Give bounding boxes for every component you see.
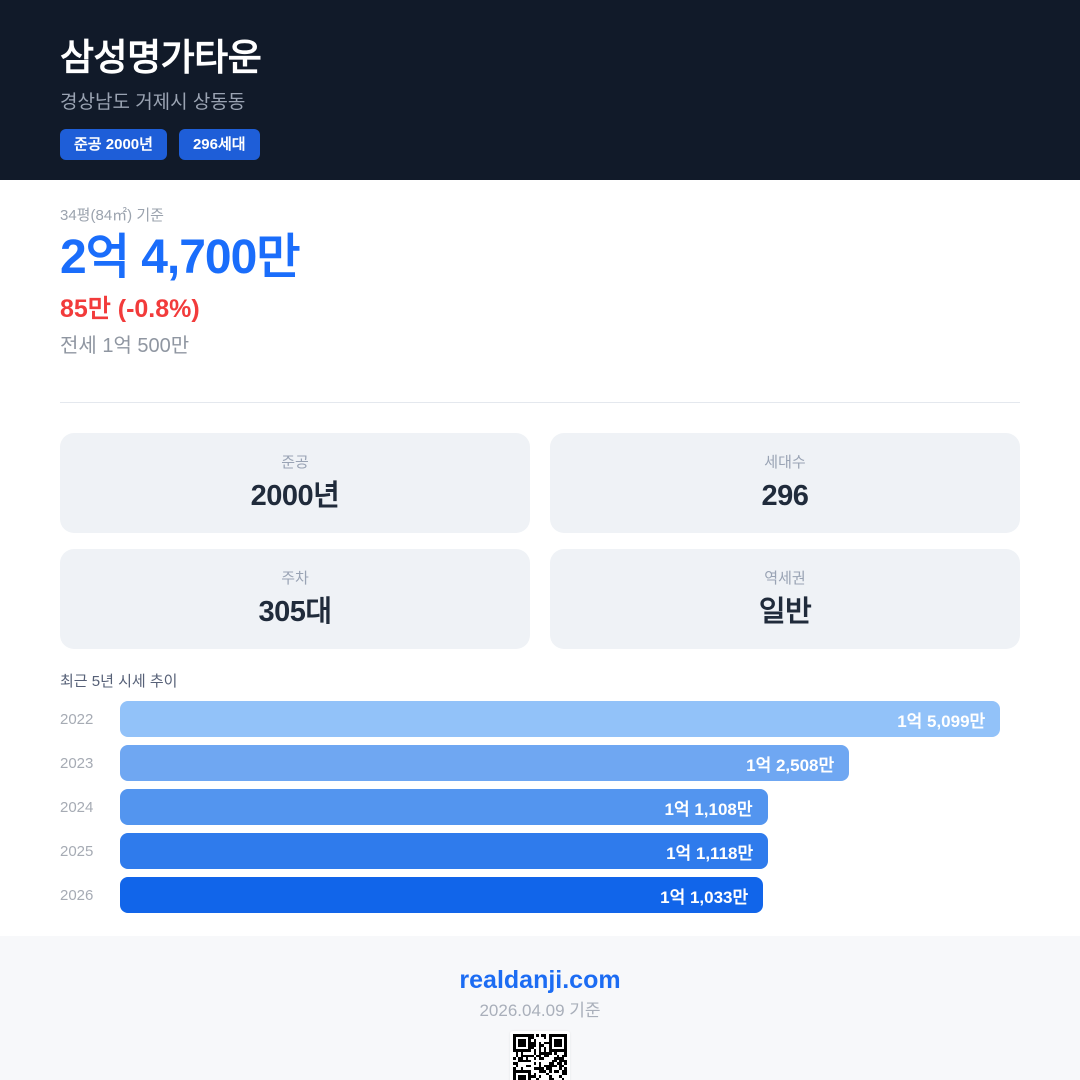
apartment-title: 삼성명가타운 bbox=[60, 37, 262, 78]
chart-row-2022: 2022 1억 5,099만 bbox=[60, 701, 1020, 737]
qr-code bbox=[510, 1031, 570, 1080]
header: 삼성명가타운 경상남도 거제시 상동동 준공 2000년 296세대 bbox=[0, 0, 1080, 180]
divider bbox=[60, 402, 1020, 403]
price-bar: 1억 1,118만 bbox=[120, 833, 769, 869]
jeonse-price: 전세 1억 500만 bbox=[60, 335, 190, 357]
chart-row-2024: 2024 1억 1,108만 bbox=[60, 789, 1020, 825]
stats-grid: 준공 2000년 세대수 296 주차 305대 역세권 일반 bbox=[60, 433, 1020, 649]
price-trend-chart: 최근 5년 시세 추이 2022 1억 5,099만 2023 1억 2,508… bbox=[60, 672, 1020, 913]
price-basis-label: 34평(84㎡) 기준 bbox=[60, 207, 164, 224]
site-link[interactable]: realdanji.com bbox=[459, 966, 621, 994]
chart-rows: 2022 1억 5,099만 2023 1억 2,508만 2024 bbox=[60, 701, 1020, 913]
chart-row-2025: 2025 1억 1,118만 bbox=[60, 833, 1020, 869]
bar-year-label: 2024 bbox=[60, 798, 94, 816]
price-bar: 1억 2,508만 bbox=[120, 745, 850, 781]
chart-row-2026: 2026 1억 1,033만 bbox=[60, 877, 1020, 913]
apartment-address: 경상남도 거제시 상동동 bbox=[60, 92, 246, 113]
bar-track: 1억 2,508만 bbox=[120, 745, 1020, 781]
qr-grid bbox=[513, 1034, 567, 1080]
reference-date: 2026.04.09 기준 bbox=[479, 1001, 601, 1020]
badge-row: 준공 2000년 296세대 bbox=[60, 129, 1020, 160]
price-bar: 1억 1,033만 bbox=[120, 877, 764, 913]
stat-value: 305대 bbox=[258, 596, 332, 628]
stat-value: 2000년 bbox=[250, 480, 340, 512]
bar-year-label: 2023 bbox=[60, 754, 94, 772]
bar-value-label: 1억 5,099만 bbox=[897, 711, 986, 731]
stat-label: 준공 bbox=[281, 454, 309, 471]
bar-value-label: 1억 1,108만 bbox=[664, 799, 753, 819]
bar-value-label: 1억 1,118만 bbox=[666, 843, 754, 863]
bar-value-label: 1억 1,033만 bbox=[660, 887, 749, 907]
main-content: 34평(84㎡) 기준 2억 4,700만 85만 (-0.8%) 전세 1억 … bbox=[0, 206, 1080, 936]
stat-value: 296 bbox=[761, 480, 809, 512]
bar-year-label: 2025 bbox=[60, 842, 94, 860]
bar-track: 1억 1,108만 bbox=[120, 789, 1020, 825]
stat-card-parking: 주차 305대 bbox=[60, 549, 530, 649]
bar-track: 1억 1,118만 bbox=[120, 833, 1020, 869]
badge-completion-year: 준공 2000년 bbox=[60, 129, 167, 160]
stat-label: 세대수 bbox=[764, 454, 806, 471]
stat-label: 주차 bbox=[281, 570, 309, 587]
price-change: 85만 (-0.8%) bbox=[60, 295, 200, 323]
chart-row-2023: 2023 1억 2,508만 bbox=[60, 745, 1020, 781]
chart-title: 최근 5년 시세 추이 bbox=[60, 673, 178, 690]
stat-card-completion: 준공 2000년 bbox=[60, 433, 530, 533]
price-bar: 1억 1,108만 bbox=[120, 789, 768, 825]
bar-track: 1억 1,033만 bbox=[120, 877, 1020, 913]
current-price: 2억 4,700만 bbox=[60, 231, 300, 284]
price-bar: 1억 5,099만 bbox=[120, 701, 1001, 737]
bar-track: 1억 5,099만 bbox=[120, 701, 1020, 737]
footer: realdanji.com 2026.04.09 기준 bbox=[0, 936, 1080, 1080]
stat-label: 역세권 bbox=[764, 570, 806, 587]
stat-card-subway: 역세권 일반 bbox=[550, 549, 1020, 649]
bar-year-label: 2026 bbox=[60, 886, 94, 904]
stat-card-households: 세대수 296 bbox=[550, 433, 1020, 533]
bar-value-label: 1억 2,508만 bbox=[746, 755, 835, 775]
stat-value: 일반 bbox=[758, 596, 812, 628]
badge-household-count: 296세대 bbox=[178, 129, 260, 160]
bar-year-label: 2022 bbox=[60, 710, 94, 728]
